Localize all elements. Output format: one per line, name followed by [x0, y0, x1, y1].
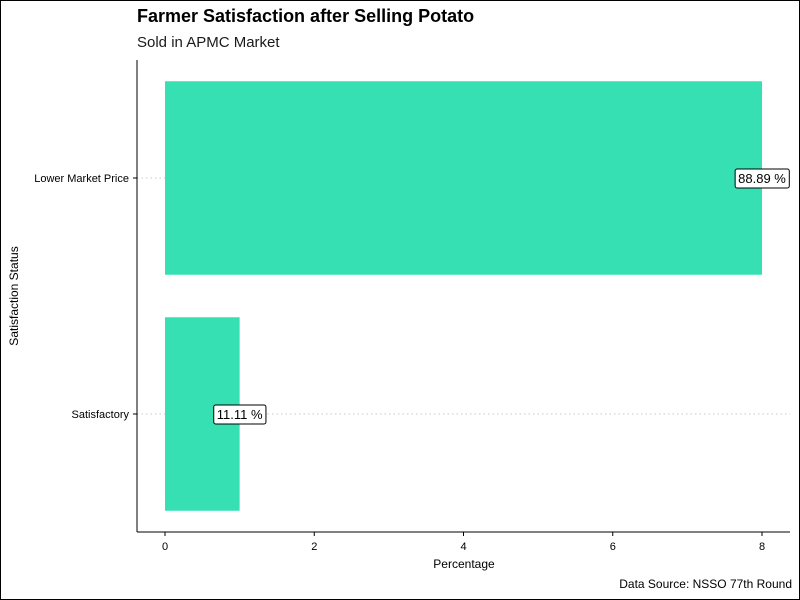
x-tick-label: 8	[759, 541, 765, 553]
y-axis-title: Satisfaction Status	[7, 246, 21, 345]
data-label: 11.11 %	[213, 404, 267, 425]
y-tick-layer: Lower Market Price Satisfactory	[34, 173, 137, 421]
chart-title: Farmer Satisfaction after Selling Potato	[137, 6, 475, 26]
bar	[165, 81, 762, 275]
x-tick-label: 0	[162, 541, 168, 553]
x-tick-label: 6	[610, 541, 616, 553]
x-axis-title: Percentage	[433, 557, 495, 571]
data-label-box	[734, 168, 790, 189]
chart-caption: Data Source: NSSO 77th Round	[619, 577, 792, 591]
x-tick-label: 4	[460, 541, 466, 553]
bar-layer	[165, 81, 762, 511]
x-tick-label: 2	[311, 541, 317, 553]
data-label-text: 11.11 %	[217, 407, 263, 422]
data-label-text: 88.89 %	[738, 171, 786, 186]
data-label-box	[213, 404, 267, 425]
data-label: 88.89 %	[734, 168, 790, 189]
data-label-layer: 88.89 % 11.11 %	[213, 168, 790, 425]
chart-subtitle: Sold in APMC Market	[137, 34, 280, 51]
y-tick-label: Satisfactory	[72, 409, 130, 421]
x-tick-layer: 0 2 4 6 8	[162, 532, 765, 553]
y-tick-label: Lower Market Price	[34, 173, 129, 185]
